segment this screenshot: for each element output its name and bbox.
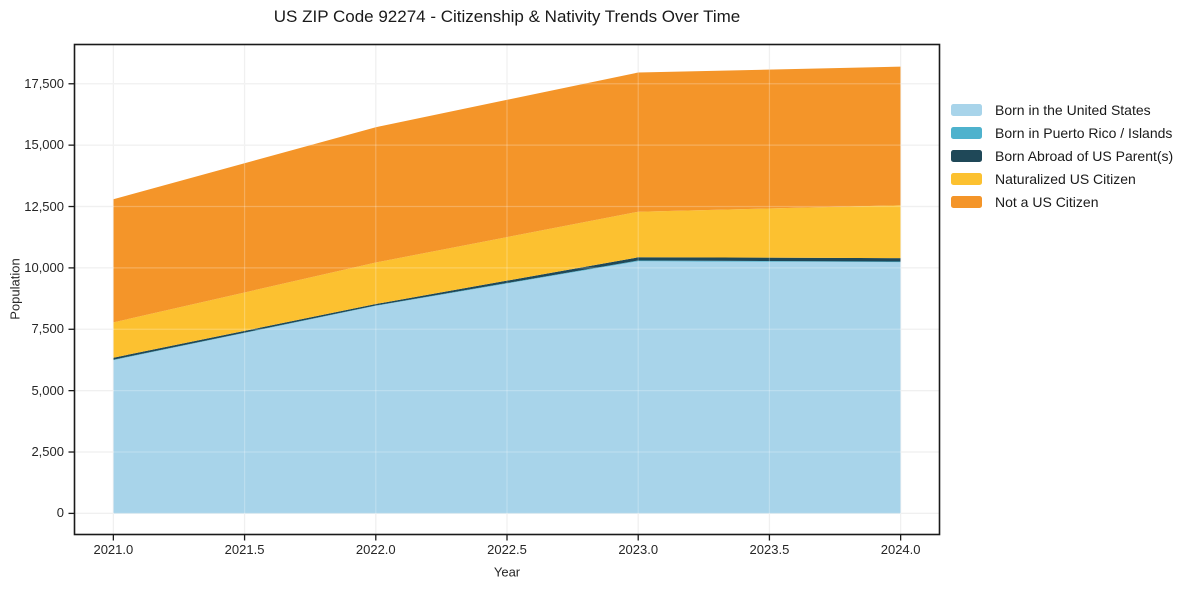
y-tick-label: 5,000 (31, 382, 64, 398)
legend-label: Born in the United States (995, 102, 1151, 118)
legend-item: Not a US Citizen (951, 194, 1173, 210)
legend-swatch-not-citizen (951, 196, 982, 208)
y-tick-label: 7,500 (31, 321, 64, 337)
x-axis-title: Year (493, 564, 521, 580)
legend-label: Not a US Citizen (995, 194, 1099, 210)
y-tick-label: 17,500 (24, 75, 64, 91)
y-tick-label: 15,000 (24, 137, 64, 153)
x-tick-label: 2021.5 (224, 542, 265, 557)
x-tick-label: 2023.5 (749, 542, 790, 557)
area-series-0 (113, 261, 901, 514)
legend-item: Born in Puerto Rico / Islands (951, 125, 1173, 141)
legend-swatch-born-abroad (951, 150, 982, 162)
y-tick-label: 10,000 (24, 259, 64, 275)
legend-swatch-born-pr (951, 127, 982, 139)
x-tick-label: 2024.0 (880, 542, 921, 557)
x-tick-label: 2022.0 (355, 542, 396, 557)
y-tick-label: 12,500 (24, 198, 64, 214)
legend: Born in the United States Born in Puerto… (951, 102, 1174, 210)
legend-item: Born Abroad of US Parent(s) (951, 148, 1174, 164)
area-series-3 (113, 205, 901, 358)
legend-item: Born in the United States (951, 102, 1173, 118)
x-tick-label: 2023.0 (618, 542, 659, 557)
plot-border (73, 43, 941, 536)
x-tick-label: 2022.5 (487, 542, 527, 557)
legend-label: Born in Puerto Rico / Islands (995, 125, 1173, 141)
y-tick-label: 0 (56, 505, 64, 521)
plot-area (68, 43, 941, 541)
x-tick-label: 2021.0 (93, 542, 134, 557)
area-series-4 (113, 66, 901, 323)
legend-swatch-born-us (951, 104, 982, 116)
y-tick-label: 2,500 (31, 444, 64, 460)
legend-label: Naturalized US Citizen (995, 171, 1136, 187)
legend-item: Naturalized US Citizen (951, 171, 1173, 187)
legend-swatch-naturalized (951, 173, 982, 185)
legend-label: Born Abroad of US Parent(s) (995, 148, 1174, 164)
y-axis-title: Population (7, 258, 23, 320)
chart-title: US ZIP Code 92274 - Citizenship & Nativi… (273, 7, 741, 26)
